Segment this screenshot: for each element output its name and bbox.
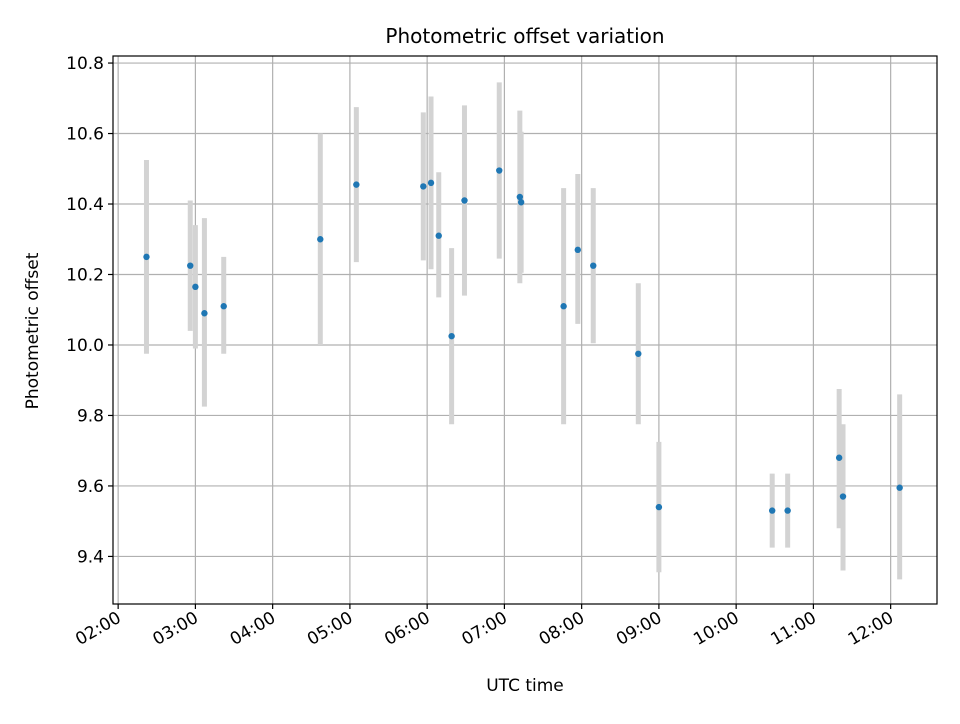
y-tick-label: 9.4 [77, 547, 104, 567]
data-point [655, 503, 663, 511]
data-point [192, 283, 199, 291]
data-point [517, 199, 525, 206]
data-points [143, 167, 903, 514]
data-point [143, 253, 150, 261]
data-point [448, 332, 455, 340]
data-point [560, 303, 567, 310]
data-point [635, 350, 642, 357]
data-point [496, 167, 503, 174]
y-tick-label: 10.0 [66, 336, 104, 356]
data-point [187, 262, 194, 269]
y-tick-label: 10.4 [66, 195, 104, 215]
data-point [574, 246, 581, 254]
data-point [220, 303, 227, 310]
plot-frame [112, 55, 938, 605]
data-point [839, 493, 847, 500]
data-point [461, 197, 468, 204]
data-point [769, 507, 776, 514]
y-tick-label: 10.8 [66, 54, 104, 74]
data-point [317, 236, 324, 243]
data-point [835, 454, 843, 461]
data-point [590, 262, 597, 269]
y-tick-label: 9.6 [77, 477, 104, 497]
data-point [784, 507, 791, 514]
y-tick-label: 10.2 [66, 265, 104, 285]
data-point [427, 179, 435, 187]
y-axis-ticks: 9.4 9.6 9.8 10.0 10.2 10.4 10.6 10.8 [66, 54, 113, 567]
data-point [516, 193, 524, 201]
data-point [435, 232, 442, 239]
data-point [896, 484, 903, 491]
data-point [201, 310, 208, 317]
y-tick-label: 9.8 [77, 406, 104, 426]
y-tick-label: 10.6 [66, 125, 104, 145]
chart-title: Photometric offset variation [385, 24, 664, 48]
x-axis-label: UTC time [486, 676, 564, 696]
data-point [353, 181, 360, 188]
data-point [420, 183, 427, 190]
y-axis-label: Photometric offset [23, 252, 43, 409]
grid [113, 56, 937, 604]
